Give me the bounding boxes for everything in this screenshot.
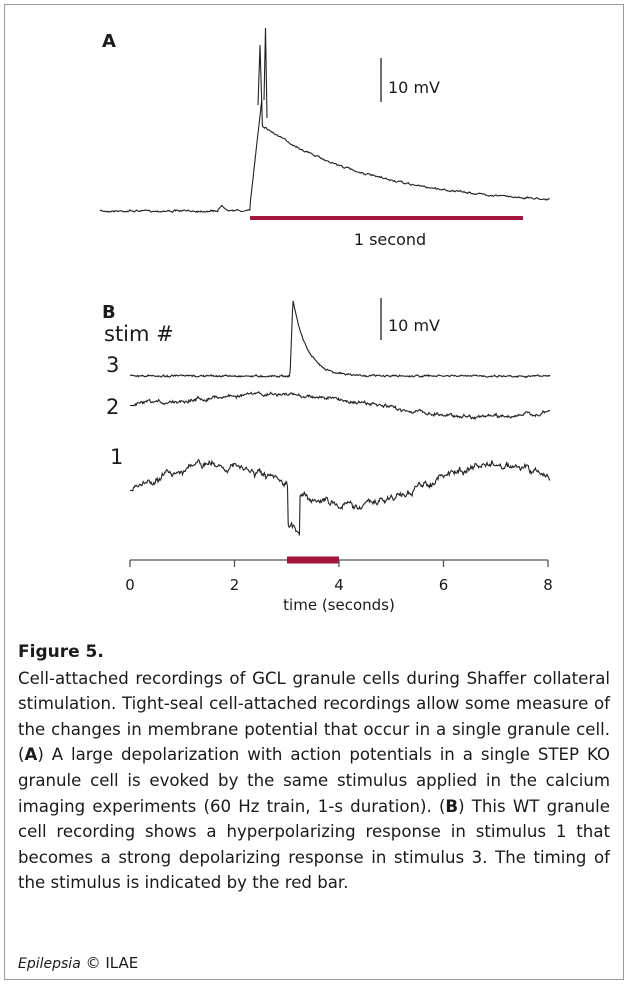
copyright: ©	[85, 954, 101, 972]
caption: Figure 5. Cell-attached recordings of GC…	[18, 640, 610, 896]
caption-text: ) A large depolarization with action pot…	[18, 745, 610, 816]
figure-frame	[4, 4, 624, 980]
publisher: ILAE	[105, 954, 139, 972]
footer: Epilepsia © ILAE	[18, 954, 138, 972]
tick-label: 0	[125, 576, 135, 594]
scale-label: 10 mV	[388, 78, 440, 97]
traces	[99, 27, 551, 536]
caption-text: ) This WT granule cell recording shows a…	[18, 796, 610, 893]
trace	[129, 458, 551, 536]
spike	[257, 27, 268, 119]
duration-label: 1 second	[354, 230, 426, 249]
trace-label: 3	[106, 353, 119, 377]
tick-label: 8	[543, 576, 553, 594]
panel-label: B	[102, 302, 116, 323]
trace	[99, 100, 550, 214]
caption-label: Figure 5.	[18, 642, 104, 662]
caption-text: B	[445, 796, 459, 816]
trace	[130, 390, 551, 421]
axis-label: time (seconds)	[283, 596, 395, 614]
tick-label: 4	[334, 576, 344, 594]
figure: A 10 mV 1 second B stim # 10 mV 3 2 1 ti…	[99, 27, 553, 614]
tick-label: 6	[439, 576, 449, 594]
scale-label: 10 mV	[388, 316, 440, 335]
tick-label: 2	[230, 576, 240, 594]
stim-heading: stim #	[104, 322, 174, 346]
trace	[129, 300, 551, 379]
caption-text: A	[24, 745, 38, 765]
caption-text: Cell-attached recordings of GCL granule …	[18, 668, 610, 765]
trace-label: 1	[110, 445, 123, 469]
journal: Epilepsia	[18, 956, 81, 972]
panel-label: A	[102, 31, 116, 52]
trace-label: 2	[106, 395, 119, 419]
